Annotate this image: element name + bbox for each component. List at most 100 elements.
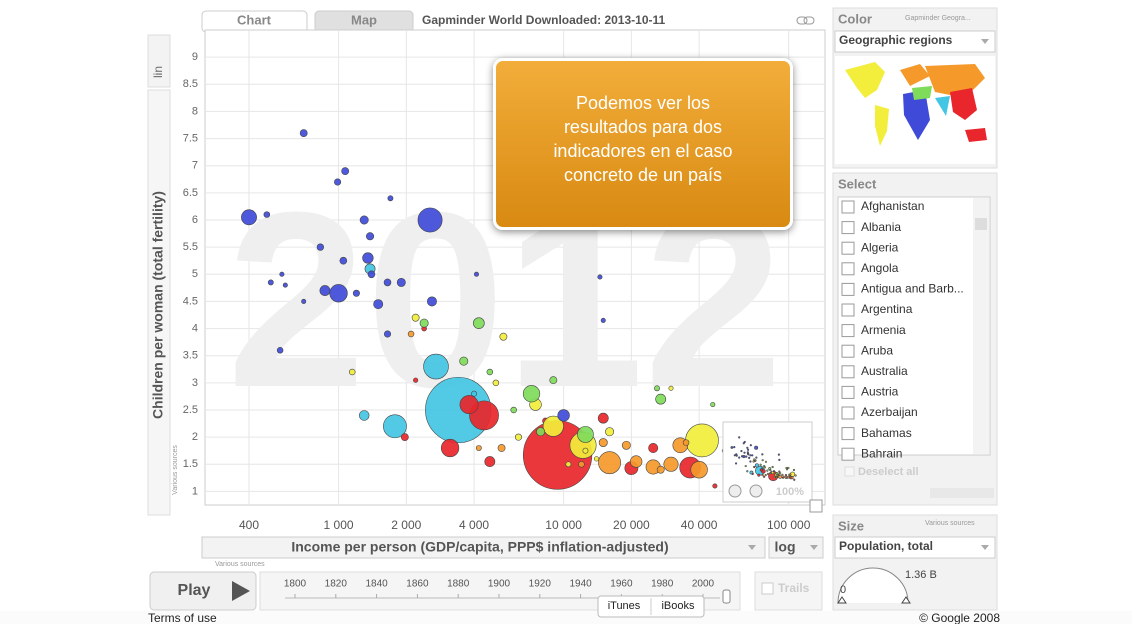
bubble — [733, 454, 736, 457]
bubble — [279, 271, 285, 277]
bubble — [668, 385, 674, 391]
country-checkbox[interactable] — [841, 344, 855, 358]
country-name[interactable]: Argentina — [861, 302, 913, 316]
x-scale[interactable]: log — [775, 539, 796, 555]
size-gauge — [837, 567, 909, 604]
bubble — [582, 447, 589, 454]
y-tick-label: 3 — [192, 377, 198, 389]
bubble — [764, 460, 768, 463]
bubble — [773, 476, 776, 479]
dropdown-arrow[interactable] — [981, 545, 989, 550]
size-heading: Size — [838, 518, 864, 533]
bubble — [778, 470, 781, 473]
bubble — [794, 474, 797, 477]
country-checkbox[interactable] — [841, 385, 855, 399]
dropdown-arrow[interactable] — [810, 545, 818, 550]
country-name[interactable]: Algeria — [861, 240, 899, 254]
country-name[interactable]: Aruba — [861, 343, 893, 357]
bubble — [605, 427, 615, 437]
y-scale-box[interactable] — [147, 34, 171, 88]
country-checkbox[interactable] — [841, 303, 855, 317]
bubble — [742, 442, 745, 445]
tooltip-item[interactable]: iTunes — [608, 600, 641, 612]
country-checkbox[interactable] — [841, 324, 855, 338]
tooltip-item[interactable]: iBooks — [661, 600, 695, 612]
country-name[interactable]: Antigua and Barb... — [861, 282, 964, 296]
x-scale-box[interactable] — [768, 536, 824, 559]
bubble — [459, 395, 479, 415]
tab-label[interactable]: Map — [351, 12, 377, 27]
bubble — [600, 317, 606, 323]
y-tick-label: 5.5 — [183, 241, 198, 253]
bubble — [712, 483, 718, 489]
bubble — [710, 402, 716, 408]
trails-label[interactable]: Trails — [778, 581, 810, 595]
country-checkbox[interactable] — [841, 447, 855, 461]
size-handles[interactable] — [837, 596, 911, 604]
deselect-checkbox[interactable] — [844, 466, 855, 477]
size-indicator[interactable]: Population, total — [839, 539, 933, 553]
y-tick-label: 6.5 — [183, 187, 198, 199]
x-indicator-box[interactable] — [201, 536, 766, 559]
y-tick-label: 7.5 — [183, 132, 198, 144]
country-checkbox[interactable] — [841, 406, 855, 420]
zoom-level: 100% — [776, 486, 804, 498]
bubble — [746, 470, 749, 473]
play-label[interactable]: Play — [178, 582, 211, 599]
color-indicator[interactable]: Geographic regions — [839, 33, 953, 47]
y-scale[interactable]: lin — [151, 66, 165, 78]
x-tick-label: 400 — [239, 518, 259, 532]
country-name[interactable]: Bahrain — [861, 446, 902, 460]
bubble — [396, 277, 406, 287]
x-tick-label: 100 000 — [767, 518, 811, 532]
country-checkbox[interactable] — [841, 282, 855, 296]
country-name[interactable]: Austria — [861, 385, 899, 399]
bubble — [492, 379, 500, 387]
dropdown-arrow[interactable] — [748, 545, 756, 550]
color-dropdown[interactable] — [834, 30, 996, 53]
y-tick-label: 7 — [192, 160, 198, 172]
button[interactable] — [930, 488, 994, 498]
zoom-out[interactable] — [749, 484, 763, 498]
bubble — [497, 444, 506, 452]
country-checkbox[interactable] — [841, 427, 855, 441]
bubble — [334, 178, 342, 186]
zoom-in[interactable] — [728, 484, 742, 498]
play-icon[interactable] — [232, 581, 250, 601]
y-indicator-box[interactable] — [147, 89, 171, 516]
timeline-handle[interactable] — [722, 589, 731, 604]
callout: Podemos ver los resultados para dos indi… — [493, 58, 793, 230]
play-button[interactable] — [149, 571, 257, 611]
country-checkbox[interactable] — [841, 221, 855, 235]
bubble — [747, 453, 750, 456]
bubble — [339, 256, 348, 265]
country-name[interactable]: Azerbaijan — [861, 405, 918, 419]
country-checkbox[interactable] — [841, 200, 855, 214]
country-name[interactable]: Australia — [861, 364, 908, 378]
country-checkbox[interactable] — [841, 262, 855, 276]
scroll-thumb[interactable] — [975, 218, 987, 230]
bubble — [621, 440, 631, 450]
country-name[interactable]: Afghanistan — [861, 199, 924, 213]
scrollbar[interactable] — [973, 198, 989, 454]
region-map[interactable] — [835, 56, 995, 164]
dropdown-arrow[interactable] — [981, 39, 989, 44]
size-dropdown[interactable] — [834, 536, 996, 559]
country-checkbox[interactable] — [841, 241, 855, 255]
country-name[interactable]: Armenia — [861, 323, 906, 337]
link-icon[interactable] — [796, 16, 815, 25]
bubble — [358, 410, 370, 421]
resize-handle[interactable] — [809, 499, 823, 513]
bubble — [743, 451, 746, 454]
country-name[interactable]: Bahamas — [861, 426, 912, 440]
country-name[interactable]: Angola — [861, 261, 899, 275]
bubble — [341, 167, 350, 176]
country-checkbox[interactable] — [841, 365, 855, 379]
tab-label[interactable]: Chart — [237, 12, 272, 27]
country-name[interactable]: Albania — [861, 220, 901, 234]
bubble — [763, 464, 766, 468]
terms-link[interactable]: Terms of use — [148, 611, 217, 624]
trails-checkbox[interactable] — [761, 582, 774, 595]
bubble — [751, 472, 754, 475]
deselect-all[interactable]: Deselect all — [858, 466, 919, 478]
